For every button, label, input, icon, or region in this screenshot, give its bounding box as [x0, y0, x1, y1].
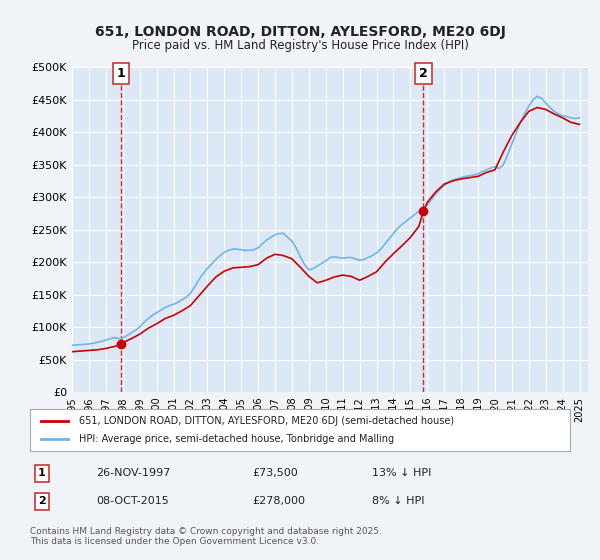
- Text: 1: 1: [38, 468, 46, 478]
- Text: £278,000: £278,000: [252, 496, 305, 506]
- Text: Price paid vs. HM Land Registry's House Price Index (HPI): Price paid vs. HM Land Registry's House …: [131, 39, 469, 52]
- Text: £73,500: £73,500: [252, 468, 298, 478]
- Text: 651, LONDON ROAD, DITTON, AYLESFORD, ME20 6DJ (semi-detached house): 651, LONDON ROAD, DITTON, AYLESFORD, ME2…: [79, 416, 454, 426]
- Text: 2: 2: [419, 67, 428, 80]
- Text: 13% ↓ HPI: 13% ↓ HPI: [372, 468, 431, 478]
- Text: Contains HM Land Registry data © Crown copyright and database right 2025.
This d: Contains HM Land Registry data © Crown c…: [30, 526, 382, 546]
- Text: 2: 2: [38, 496, 46, 506]
- Text: HPI: Average price, semi-detached house, Tonbridge and Malling: HPI: Average price, semi-detached house,…: [79, 434, 394, 444]
- Text: 1: 1: [116, 67, 125, 80]
- Text: 651, LONDON ROAD, DITTON, AYLESFORD, ME20 6DJ: 651, LONDON ROAD, DITTON, AYLESFORD, ME2…: [95, 25, 505, 39]
- Text: 08-OCT-2015: 08-OCT-2015: [96, 496, 169, 506]
- Text: 8% ↓ HPI: 8% ↓ HPI: [372, 496, 425, 506]
- Text: 26-NOV-1997: 26-NOV-1997: [96, 468, 170, 478]
